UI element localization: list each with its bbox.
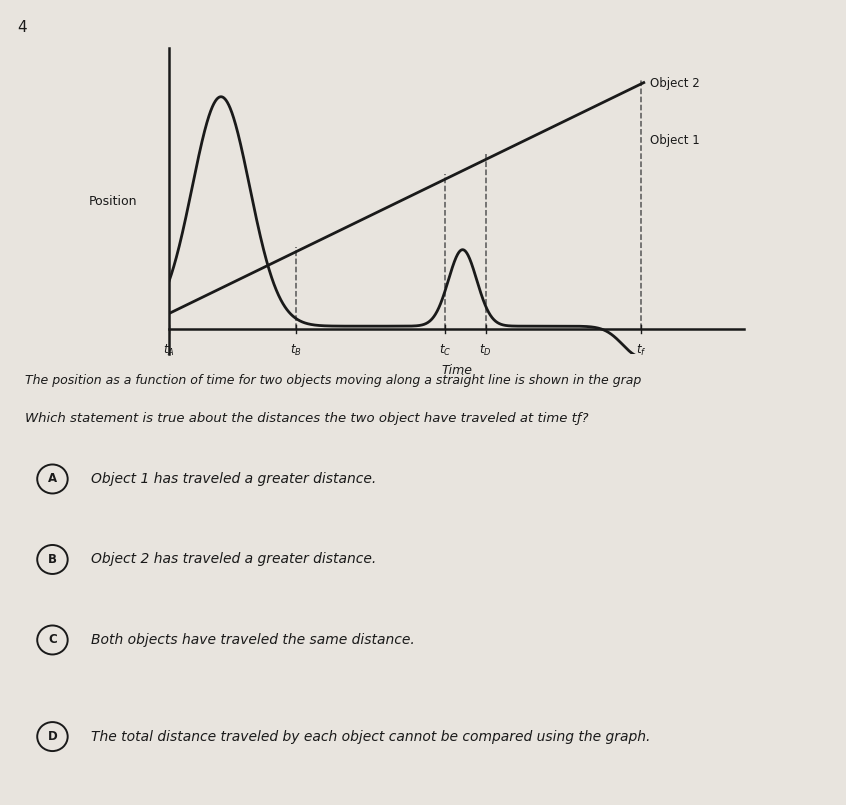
Text: $t_D$: $t_D$: [480, 343, 492, 358]
Text: Object 2 has traveled a greater distance.: Object 2 has traveled a greater distance…: [91, 552, 376, 567]
Text: Object 1 has traveled a greater distance.: Object 1 has traveled a greater distance…: [91, 472, 376, 486]
Text: $t_B$: $t_B$: [290, 343, 302, 358]
Text: Object 2: Object 2: [650, 77, 700, 90]
Text: Which statement is true about the distances the two object have traveled at time: Which statement is true about the distan…: [25, 412, 589, 425]
Text: The position as a function of time for two objects moving along a straight line : The position as a function of time for t…: [25, 374, 641, 387]
Text: $t_f$: $t_f$: [635, 343, 646, 358]
Text: The total distance traveled by each object cannot be compared using the graph.: The total distance traveled by each obje…: [91, 729, 651, 744]
Text: A: A: [48, 473, 57, 485]
Text: B: B: [48, 553, 57, 566]
Text: $t_C$: $t_C$: [439, 343, 452, 358]
Text: $t_A$: $t_A$: [163, 343, 175, 358]
Text: Object 1: Object 1: [650, 134, 700, 147]
Text: Both objects have traveled the same distance.: Both objects have traveled the same dist…: [91, 633, 415, 647]
Text: Time: Time: [442, 365, 472, 378]
Text: 4: 4: [17, 20, 26, 35]
Text: C: C: [48, 634, 57, 646]
Text: D: D: [47, 730, 58, 743]
Text: Position: Position: [89, 195, 138, 208]
